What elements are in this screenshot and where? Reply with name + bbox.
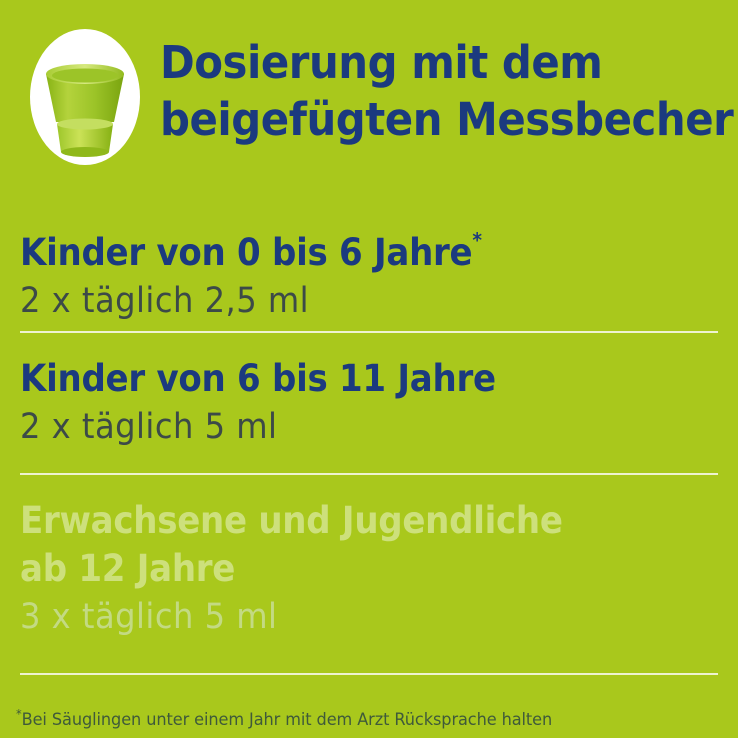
dose-amount: 2 x täglich 5 ml (20, 407, 278, 447)
page-title-line-2: beigefügten Messbecher (160, 93, 734, 146)
dose-amount: 2 x täglich 2,5 ml (20, 281, 310, 321)
dose-block-children-6-11: Kinder von 6 bis 11 Jahre 2 x täglich 5 … (0, 355, 738, 451)
dose-heading-text: Kinder von 6 bis 11 Jahre (20, 357, 496, 400)
footnote-asterisk: * (16, 707, 22, 721)
dose-heading: Erwachsene und Jugendliche ab 12 Jahre (20, 497, 662, 593)
measuring-cup-icon (26, 26, 144, 168)
page-title-line-1: Dosierung mit dem (160, 36, 603, 89)
footnote-text: Bei Säuglingen unter einem Jahr mit dem … (21, 710, 553, 730)
header: Dosierung mit dem beigefügten Messbecher (0, 0, 738, 178)
divider-2 (20, 473, 718, 475)
divider-1 (20, 331, 718, 333)
dose-heading: Kinder von 6 bis 11 Jahre (20, 355, 662, 403)
dose-heading: Kinder von 0 bis 6 Jahre* (20, 216, 662, 277)
dose-amount: 3 x täglich 5 ml (20, 597, 278, 637)
footnote-marker: * (472, 228, 482, 252)
dose-heading-text: Kinder von 0 bis 6 Jahre (20, 231, 473, 274)
dose-heading-line-1: Erwachsene und Jugendliche (20, 499, 563, 542)
dose-block-adults-12-plus: Erwachsene und Jugendliche ab 12 Jahre 3… (0, 497, 738, 641)
dose-heading-line-2: ab 12 Jahre (20, 547, 236, 590)
dose-block-children-0-6: Kinder von 0 bis 6 Jahre* 2 x täglich 2,… (0, 216, 738, 325)
divider-3 (20, 673, 718, 675)
footnote: *Bei Säuglingen unter einem Jahr mit dem… (16, 703, 552, 731)
page-title: Dosierung mit dem beigefügten Messbecher (160, 34, 734, 148)
